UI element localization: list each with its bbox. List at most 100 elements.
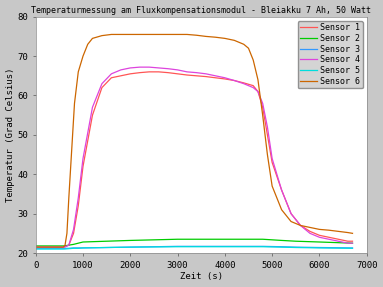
Sensor 5 bbox=[81, 246, 85, 250]
Sensor 4 bbox=[289, 212, 293, 215]
Sensor 4 bbox=[265, 125, 270, 129]
Sensor 6 bbox=[69, 157, 74, 160]
Sensor 4 bbox=[194, 71, 199, 74]
Sensor 6 bbox=[175, 33, 180, 36]
Sensor 1 bbox=[251, 84, 255, 87]
Sensor 6 bbox=[232, 39, 237, 42]
Sensor 4 bbox=[204, 72, 208, 75]
Sensor 1 bbox=[62, 245, 66, 249]
Sensor 4 bbox=[166, 67, 170, 70]
Sensor 4 bbox=[90, 106, 95, 109]
Sensor 6 bbox=[63, 243, 67, 247]
Sensor 2 bbox=[33, 244, 38, 248]
Sensor 4 bbox=[317, 236, 322, 239]
Sensor 2 bbox=[71, 243, 76, 246]
Sensor 3 bbox=[128, 245, 133, 249]
Sensor 1 bbox=[33, 245, 38, 249]
Sensor 4 bbox=[118, 68, 123, 72]
Sensor 6 bbox=[90, 37, 95, 40]
Line: Sensor 1: Sensor 1 bbox=[36, 72, 352, 247]
Sensor 1 bbox=[255, 90, 260, 93]
Sensor 3 bbox=[223, 245, 227, 248]
Sensor 6 bbox=[166, 33, 170, 36]
Sensor 5 bbox=[71, 247, 76, 250]
Sensor 6 bbox=[345, 231, 350, 234]
Sensor 2 bbox=[67, 243, 71, 247]
Sensor 6 bbox=[185, 33, 189, 36]
Sensor 3 bbox=[350, 246, 355, 250]
Sensor 6 bbox=[336, 230, 340, 233]
Sensor 3 bbox=[260, 245, 265, 248]
Sensor 4 bbox=[232, 79, 237, 82]
Sensor 6 bbox=[81, 54, 85, 58]
Sensor 1 bbox=[241, 81, 246, 85]
Sensor 1 bbox=[67, 243, 71, 247]
Sensor 4 bbox=[137, 65, 142, 69]
Sensor 4 bbox=[147, 65, 152, 69]
Legend: Sensor 1, Sensor 2, Sensor 3, Sensor 4, Sensor 5, Sensor 6: Sensor 1, Sensor 2, Sensor 3, Sensor 4, … bbox=[298, 21, 363, 88]
Sensor 6 bbox=[156, 33, 161, 36]
Sensor 6 bbox=[194, 34, 199, 37]
Sensor 6 bbox=[61, 245, 65, 249]
Sensor 5 bbox=[350, 247, 355, 250]
Sensor 1 bbox=[118, 74, 123, 77]
Sensor 6 bbox=[65, 232, 69, 235]
Sensor 4 bbox=[345, 241, 350, 245]
Sensor 5 bbox=[128, 245, 133, 249]
Sensor 3 bbox=[62, 247, 66, 250]
Sensor 6 bbox=[255, 78, 260, 82]
Sensor 4 bbox=[185, 70, 189, 73]
Sensor 5 bbox=[293, 246, 298, 249]
Sensor 6 bbox=[76, 70, 80, 73]
Sensor 2 bbox=[128, 239, 133, 242]
Line: Sensor 6: Sensor 6 bbox=[36, 34, 352, 247]
Sensor 4 bbox=[156, 66, 161, 70]
Sensor 2 bbox=[293, 239, 298, 243]
Sensor 4 bbox=[327, 238, 331, 241]
Sensor 4 bbox=[109, 72, 114, 75]
Sensor 3 bbox=[279, 245, 284, 249]
X-axis label: Zeit (s): Zeit (s) bbox=[180, 272, 223, 282]
Sensor 4 bbox=[336, 239, 340, 243]
Sensor 6 bbox=[213, 36, 218, 39]
Sensor 4 bbox=[350, 241, 355, 245]
Sensor 1 bbox=[298, 224, 303, 227]
Sensor 5 bbox=[317, 246, 322, 250]
Sensor 6 bbox=[100, 34, 104, 37]
Sensor 1 bbox=[109, 76, 114, 79]
Sensor 6 bbox=[260, 113, 265, 117]
Sensor 1 bbox=[90, 113, 95, 117]
Sensor 1 bbox=[308, 230, 312, 233]
Sensor 6 bbox=[246, 46, 251, 50]
Line: Sensor 5: Sensor 5 bbox=[36, 247, 352, 249]
Sensor 6 bbox=[350, 232, 355, 235]
Sensor 4 bbox=[241, 82, 246, 86]
Sensor 3 bbox=[33, 247, 38, 250]
Sensor 4 bbox=[279, 188, 284, 192]
Sensor 4 bbox=[270, 157, 275, 160]
Sensor 2 bbox=[350, 241, 355, 245]
Sensor 2 bbox=[81, 240, 85, 244]
Sensor 6 bbox=[204, 35, 208, 38]
Sensor 6 bbox=[241, 42, 246, 46]
Sensor 5 bbox=[67, 247, 71, 251]
Sensor 4 bbox=[251, 86, 255, 89]
Sensor 1 bbox=[265, 133, 270, 137]
Sensor 2 bbox=[317, 240, 322, 244]
Sensor 4 bbox=[213, 74, 218, 77]
Sensor 6 bbox=[128, 33, 133, 36]
Sensor 4 bbox=[33, 245, 38, 249]
Sensor 1 bbox=[175, 72, 180, 75]
Line: Sensor 4: Sensor 4 bbox=[36, 67, 352, 247]
Sensor 1 bbox=[137, 71, 142, 74]
Sensor 1 bbox=[166, 71, 170, 74]
Sensor 1 bbox=[156, 70, 161, 73]
Title: Temperaturmessung am Fluxkompensationsmodul - Bleiakku 7 Ah, 50 Watt: Temperaturmessung am Fluxkompensationsmo… bbox=[31, 5, 371, 15]
Sensor 3 bbox=[81, 246, 85, 250]
Sensor 2 bbox=[62, 244, 66, 248]
Sensor 5 bbox=[279, 245, 284, 249]
Sensor 1 bbox=[71, 232, 76, 235]
Sensor 6 bbox=[265, 153, 270, 156]
Sensor 4 bbox=[255, 90, 260, 93]
Sensor 6 bbox=[279, 208, 284, 212]
